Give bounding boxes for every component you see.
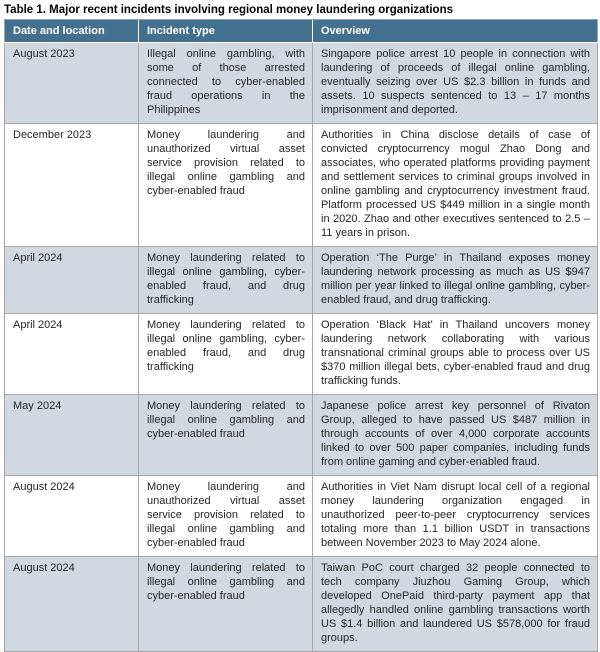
date-cell: August 2023 [4,42,139,124]
table-row: December 2023 Money laundering and unaut… [4,123,598,247]
incident-type-cell: Money laundering and unauthorized virtua… [138,475,313,557]
table-row: August 2023 Illegal online gambling, wit… [4,42,598,124]
table-title: Table 1. Major recent incidents involvin… [4,4,454,16]
date-cell: December 2023 [4,123,139,247]
incident-type-cell: Money laundering related to illegal onli… [138,313,313,395]
date-cell: May 2024 [4,394,139,476]
overview-cell: Authorities in Viet Nam disrupt local ce… [312,475,598,557]
overview-cell: Singapore police arrest 10 people in con… [312,42,598,124]
date-cell: April 2024 [4,313,139,395]
overview-cell: Japanese police arrest key personnel of … [312,394,598,476]
header-incident-type: Incident type [138,19,313,43]
date-cell: August 2024 [4,556,139,652]
date-cell: April 2024 [4,246,139,314]
overview-cell: Operation ‘The Purge’ in Thailand expose… [312,246,598,314]
overview-cell: Authorities in China disclose details of… [312,123,598,247]
incident-type-cell: Money laundering related to illegal onli… [138,246,313,314]
overview-cell: Operation ‘Black Hat’ in Thailand uncove… [312,313,598,395]
table-row: May 2024 Money laundering related to ill… [4,394,598,476]
incident-type-cell: Money laundering related to illegal onli… [138,394,313,476]
header-date-and-location: Date and location [4,19,139,43]
table-row: April 2024 Money laundering related to i… [4,246,598,314]
table-row: April 2024 Money laundering related to i… [4,313,598,395]
date-cell: August 2024 [4,475,139,557]
table-row: August 2024 Money laundering and unautho… [4,475,598,557]
incident-type-cell: Illegal online gambling, with some of th… [138,42,313,124]
header-overview: Overview [312,19,598,43]
table-header-row: Date and location Incident type Overview [4,19,598,43]
incident-type-cell: Money laundering and unauthorized virtua… [138,123,313,247]
incident-type-cell: Money laundering related to illegal onli… [138,556,313,652]
overview-cell: Taiwan PoC court charged 32 people conne… [312,556,598,652]
table-row: August 2024 Money laundering related to … [4,556,598,652]
incidents-table: Date and location Incident type Overview… [4,19,598,652]
